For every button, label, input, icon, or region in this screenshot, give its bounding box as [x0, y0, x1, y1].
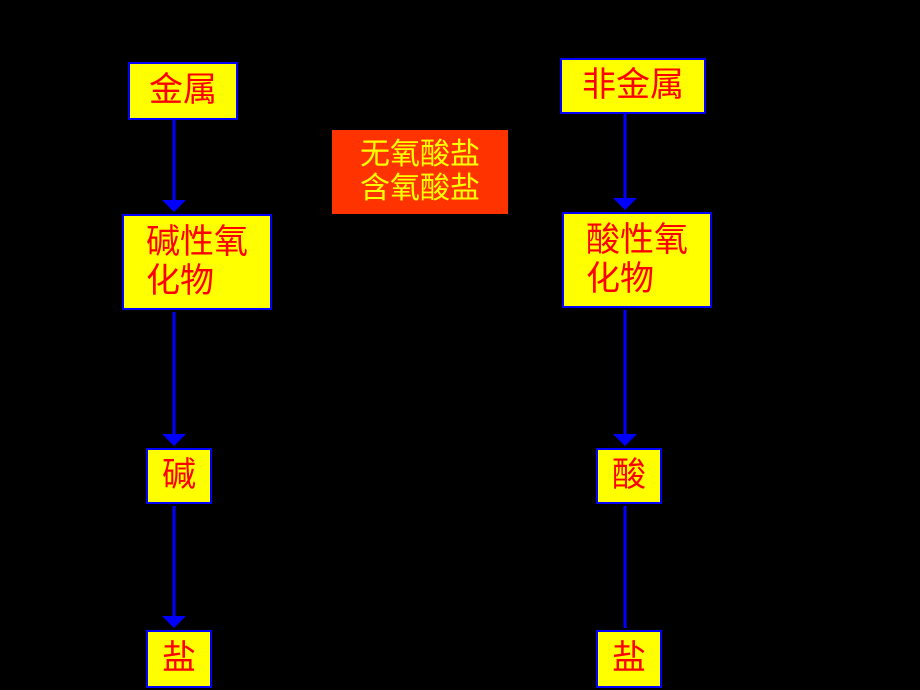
- node-label: 无氧酸盐 含氧酸盐: [360, 138, 480, 207]
- node-label: 盐: [162, 639, 196, 678]
- node-label: 非金属: [582, 66, 684, 105]
- node-label: 酸: [612, 456, 646, 495]
- node-label: 碱性氧 化物: [146, 223, 248, 301]
- node-salt-right: 盐: [596, 630, 662, 688]
- node-basic-oxide: 碱性氧 化物: [122, 214, 272, 310]
- node-salts-center: 无氧酸盐 含氧酸盐: [332, 130, 508, 214]
- node-salt-left: 盐: [146, 630, 212, 688]
- node-acid: 酸: [596, 448, 662, 504]
- node-label: 金属: [149, 71, 217, 110]
- node-base: 碱: [146, 448, 212, 504]
- node-label: 碱: [162, 456, 196, 495]
- node-label: 盐: [612, 639, 646, 678]
- node-label: 酸性氧 化物: [586, 221, 688, 299]
- node-nonmetal: 非金属: [560, 58, 706, 114]
- node-acidic-oxide: 酸性氧 化物: [562, 212, 712, 308]
- node-metal: 金属: [128, 62, 238, 120]
